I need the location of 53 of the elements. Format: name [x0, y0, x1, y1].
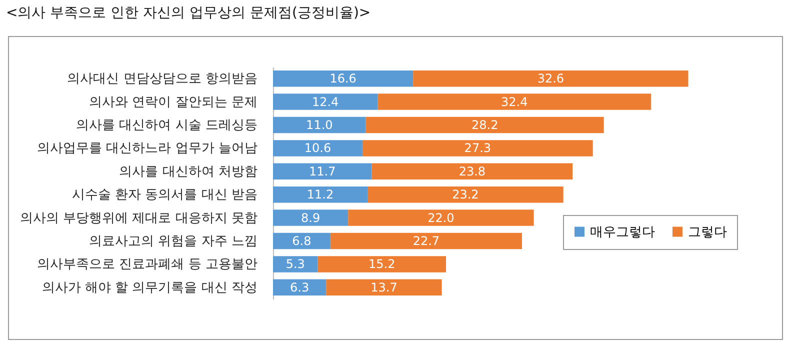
data-label: 12.4 — [312, 94, 339, 109]
data-label: 16.6 — [330, 72, 356, 86]
data-label: 32.6 — [537, 72, 564, 86]
y-tick-label: 의사와 연락이 잘안되는 문제 — [89, 94, 258, 110]
bar — [273, 70, 414, 87]
bar — [273, 232, 330, 250]
y-tick-label: 의사부족으로 진료과폐쇄 등 고용불안 — [37, 257, 258, 272]
y-tick-label: 의사대신 면담상담으로 항의받음 — [67, 72, 258, 87]
bar — [273, 279, 326, 296]
bar — [273, 140, 362, 156]
data-label: 6.3 — [290, 280, 310, 294]
bar — [326, 279, 442, 296]
legend-label: 그렇다 — [688, 224, 727, 240]
bar — [378, 94, 652, 110]
bar — [372, 163, 573, 180]
data-label: 28.2 — [471, 118, 498, 132]
bar — [273, 163, 372, 180]
data-label: 27.3 — [464, 141, 492, 156]
data-label: 10.6 — [304, 141, 332, 156]
y-tick-label: 의사를 대신하여 처방함 — [119, 164, 258, 180]
data-label: 23.8 — [458, 164, 486, 178]
y-tick-label: 의사를 대신하여 시술 드레싱등 — [76, 118, 258, 133]
y-tick-label: 의료사고의 위험을 자주 느낌 — [89, 234, 258, 249]
bar — [273, 116, 366, 134]
bar — [318, 256, 446, 272]
y-tick-label: 의사업무를 대신하느라 업무가 늘어남 — [37, 141, 258, 156]
legend-label: 매우그렇다 — [590, 224, 655, 240]
y-tick-label: 의사의 부당행위에 제대로 대응하지 못함 — [20, 210, 258, 226]
chart-title: <의사 부족으로 인한 자신의 업무상의 문제점(긍정비율)> — [6, 4, 371, 22]
bar — [273, 210, 348, 226]
data-label: 11.2 — [306, 188, 334, 202]
bar — [362, 140, 593, 156]
data-label: 11.0 — [306, 118, 333, 132]
data-label: 32.4 — [501, 94, 528, 109]
data-label: 13.7 — [370, 280, 398, 294]
bar — [368, 186, 564, 203]
bar — [366, 116, 604, 134]
data-label: 22.0 — [428, 210, 454, 225]
y-tick-label: 의사가 해야 할 의무기록을 대신 작성 — [42, 280, 258, 296]
data-label: 11.7 — [309, 164, 336, 178]
data-label: 8.9 — [301, 210, 320, 225]
data-label: 22.7 — [412, 234, 440, 248]
data-label: 6.8 — [292, 234, 312, 248]
bar — [273, 186, 368, 203]
bar — [273, 94, 378, 110]
data-label: 23.2 — [452, 188, 479, 202]
data-label: 15.2 — [368, 257, 396, 272]
bar — [348, 210, 534, 226]
bar — [330, 232, 522, 250]
bar — [273, 256, 318, 272]
data-label: 5.3 — [286, 257, 305, 272]
y-tick-label: 시수술 환자 동의서를 대신 받음 — [72, 188, 258, 203]
bar — [413, 70, 688, 87]
